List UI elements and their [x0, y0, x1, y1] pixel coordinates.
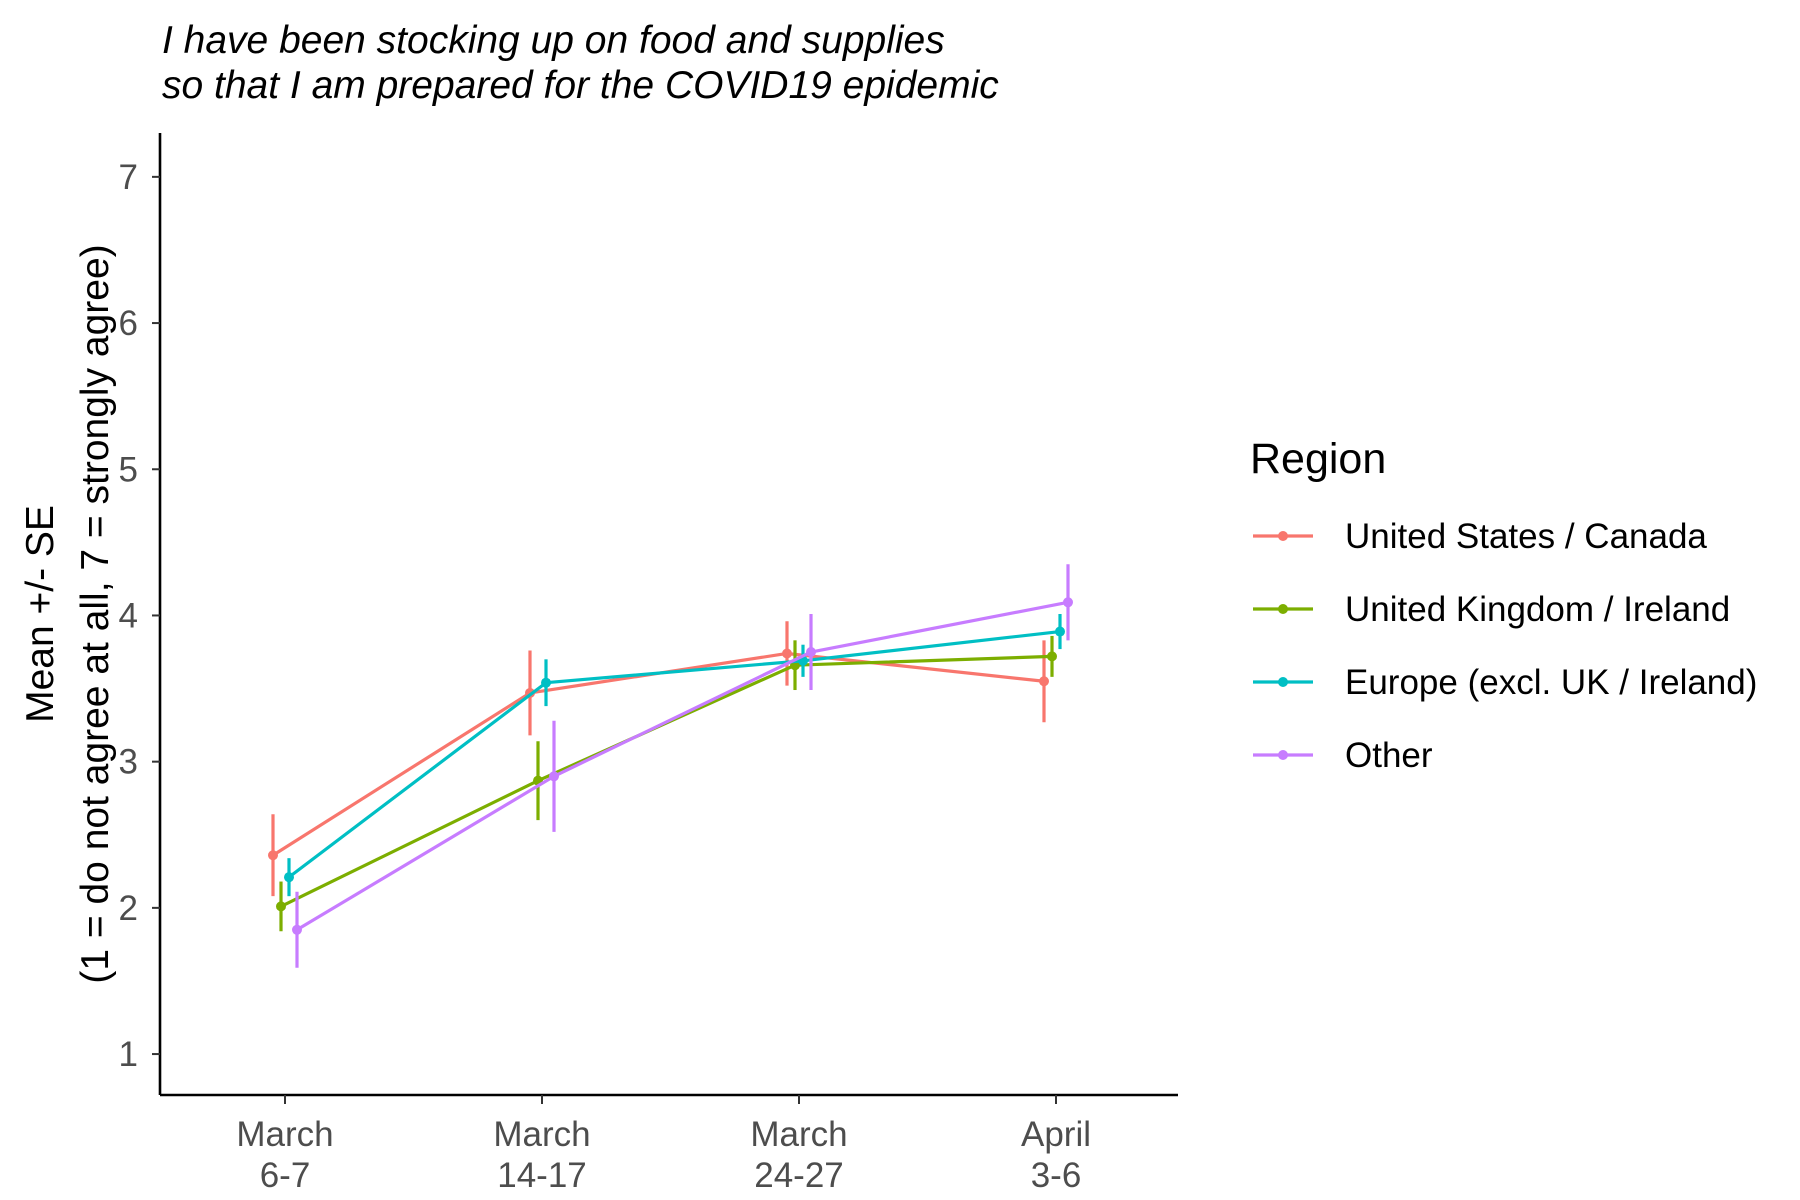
- legend-key-point: [1278, 750, 1288, 760]
- y-tick-label: 7: [119, 158, 138, 197]
- legend-label: Other: [1345, 736, 1433, 775]
- data-point: [1047, 651, 1057, 662]
- x-tick-label: 6-7: [260, 1156, 311, 1195]
- y-tick-label: 6: [119, 304, 138, 343]
- y-axis-title-line: (1 = do not agree at all, 7 = strongly a…: [74, 244, 117, 983]
- x-tick-label: March: [493, 1115, 590, 1154]
- x-tick-label: March: [236, 1115, 333, 1154]
- series-line: [272, 651, 1045, 857]
- chart-title-line: I have been stocking up on food and supp…: [162, 19, 945, 62]
- legend-title: Region: [1250, 435, 1386, 483]
- series-line: [296, 600, 1069, 932]
- y-tick-label: 2: [119, 889, 138, 928]
- plot-area: 1234567March6-7March14-17March24-27April…: [119, 133, 1178, 1195]
- y-tick-label: 4: [119, 596, 138, 635]
- legend-item: Other: [1253, 736, 1433, 775]
- series-line: [288, 629, 1061, 879]
- data-point: [806, 647, 816, 658]
- y-axis-title-line: Mean +/- SE: [19, 505, 62, 723]
- data-point: [1063, 597, 1073, 608]
- legend-item: United Kingdom / Ireland: [1253, 590, 1730, 629]
- x-tick-label: April: [1021, 1115, 1091, 1154]
- legend-key-point: [1278, 677, 1288, 687]
- legend-key-point: [1278, 531, 1288, 541]
- series: [284, 614, 1065, 897]
- legend: Region United States / Canada United Kingd…: [1250, 435, 1757, 775]
- data-point: [276, 901, 286, 912]
- legend-label: United States / Canada: [1345, 517, 1707, 556]
- data-point: [1039, 676, 1049, 687]
- y-tick-label: 3: [119, 743, 138, 782]
- legend-item: United States / Canada: [1253, 517, 1707, 556]
- x-tick-label: 24-27: [754, 1156, 844, 1195]
- chart-title-line: so that I am prepared for the COVID19 ep…: [162, 64, 999, 107]
- data-point: [1055, 626, 1065, 637]
- data-point: [541, 677, 551, 688]
- data-point: [268, 850, 278, 861]
- x-tick-label: 3-6: [1031, 1156, 1082, 1195]
- legend-key-point: [1278, 604, 1288, 614]
- data-point: [549, 771, 559, 782]
- legend-label: Europe (excl. UK / Ireland): [1345, 663, 1757, 702]
- y-tick-label: 5: [119, 450, 138, 489]
- data-point: [284, 872, 294, 883]
- legend-item: Europe (excl. UK / Ireland): [1253, 663, 1757, 702]
- x-tick-label: March: [750, 1115, 847, 1154]
- data-point: [782, 648, 792, 659]
- series: [292, 564, 1073, 968]
- x-tick-label: 14-17: [497, 1156, 587, 1195]
- y-axis-title: Mean +/- SE (1 = do not agree at all, 7 =…: [19, 244, 117, 983]
- data-point: [292, 924, 302, 935]
- legend-label: United Kingdom / Ireland: [1345, 590, 1730, 629]
- chart-title: I have been stocking up on food and supp…: [162, 19, 999, 107]
- series: [276, 635, 1057, 932]
- y-tick-label: 1: [119, 1035, 138, 1074]
